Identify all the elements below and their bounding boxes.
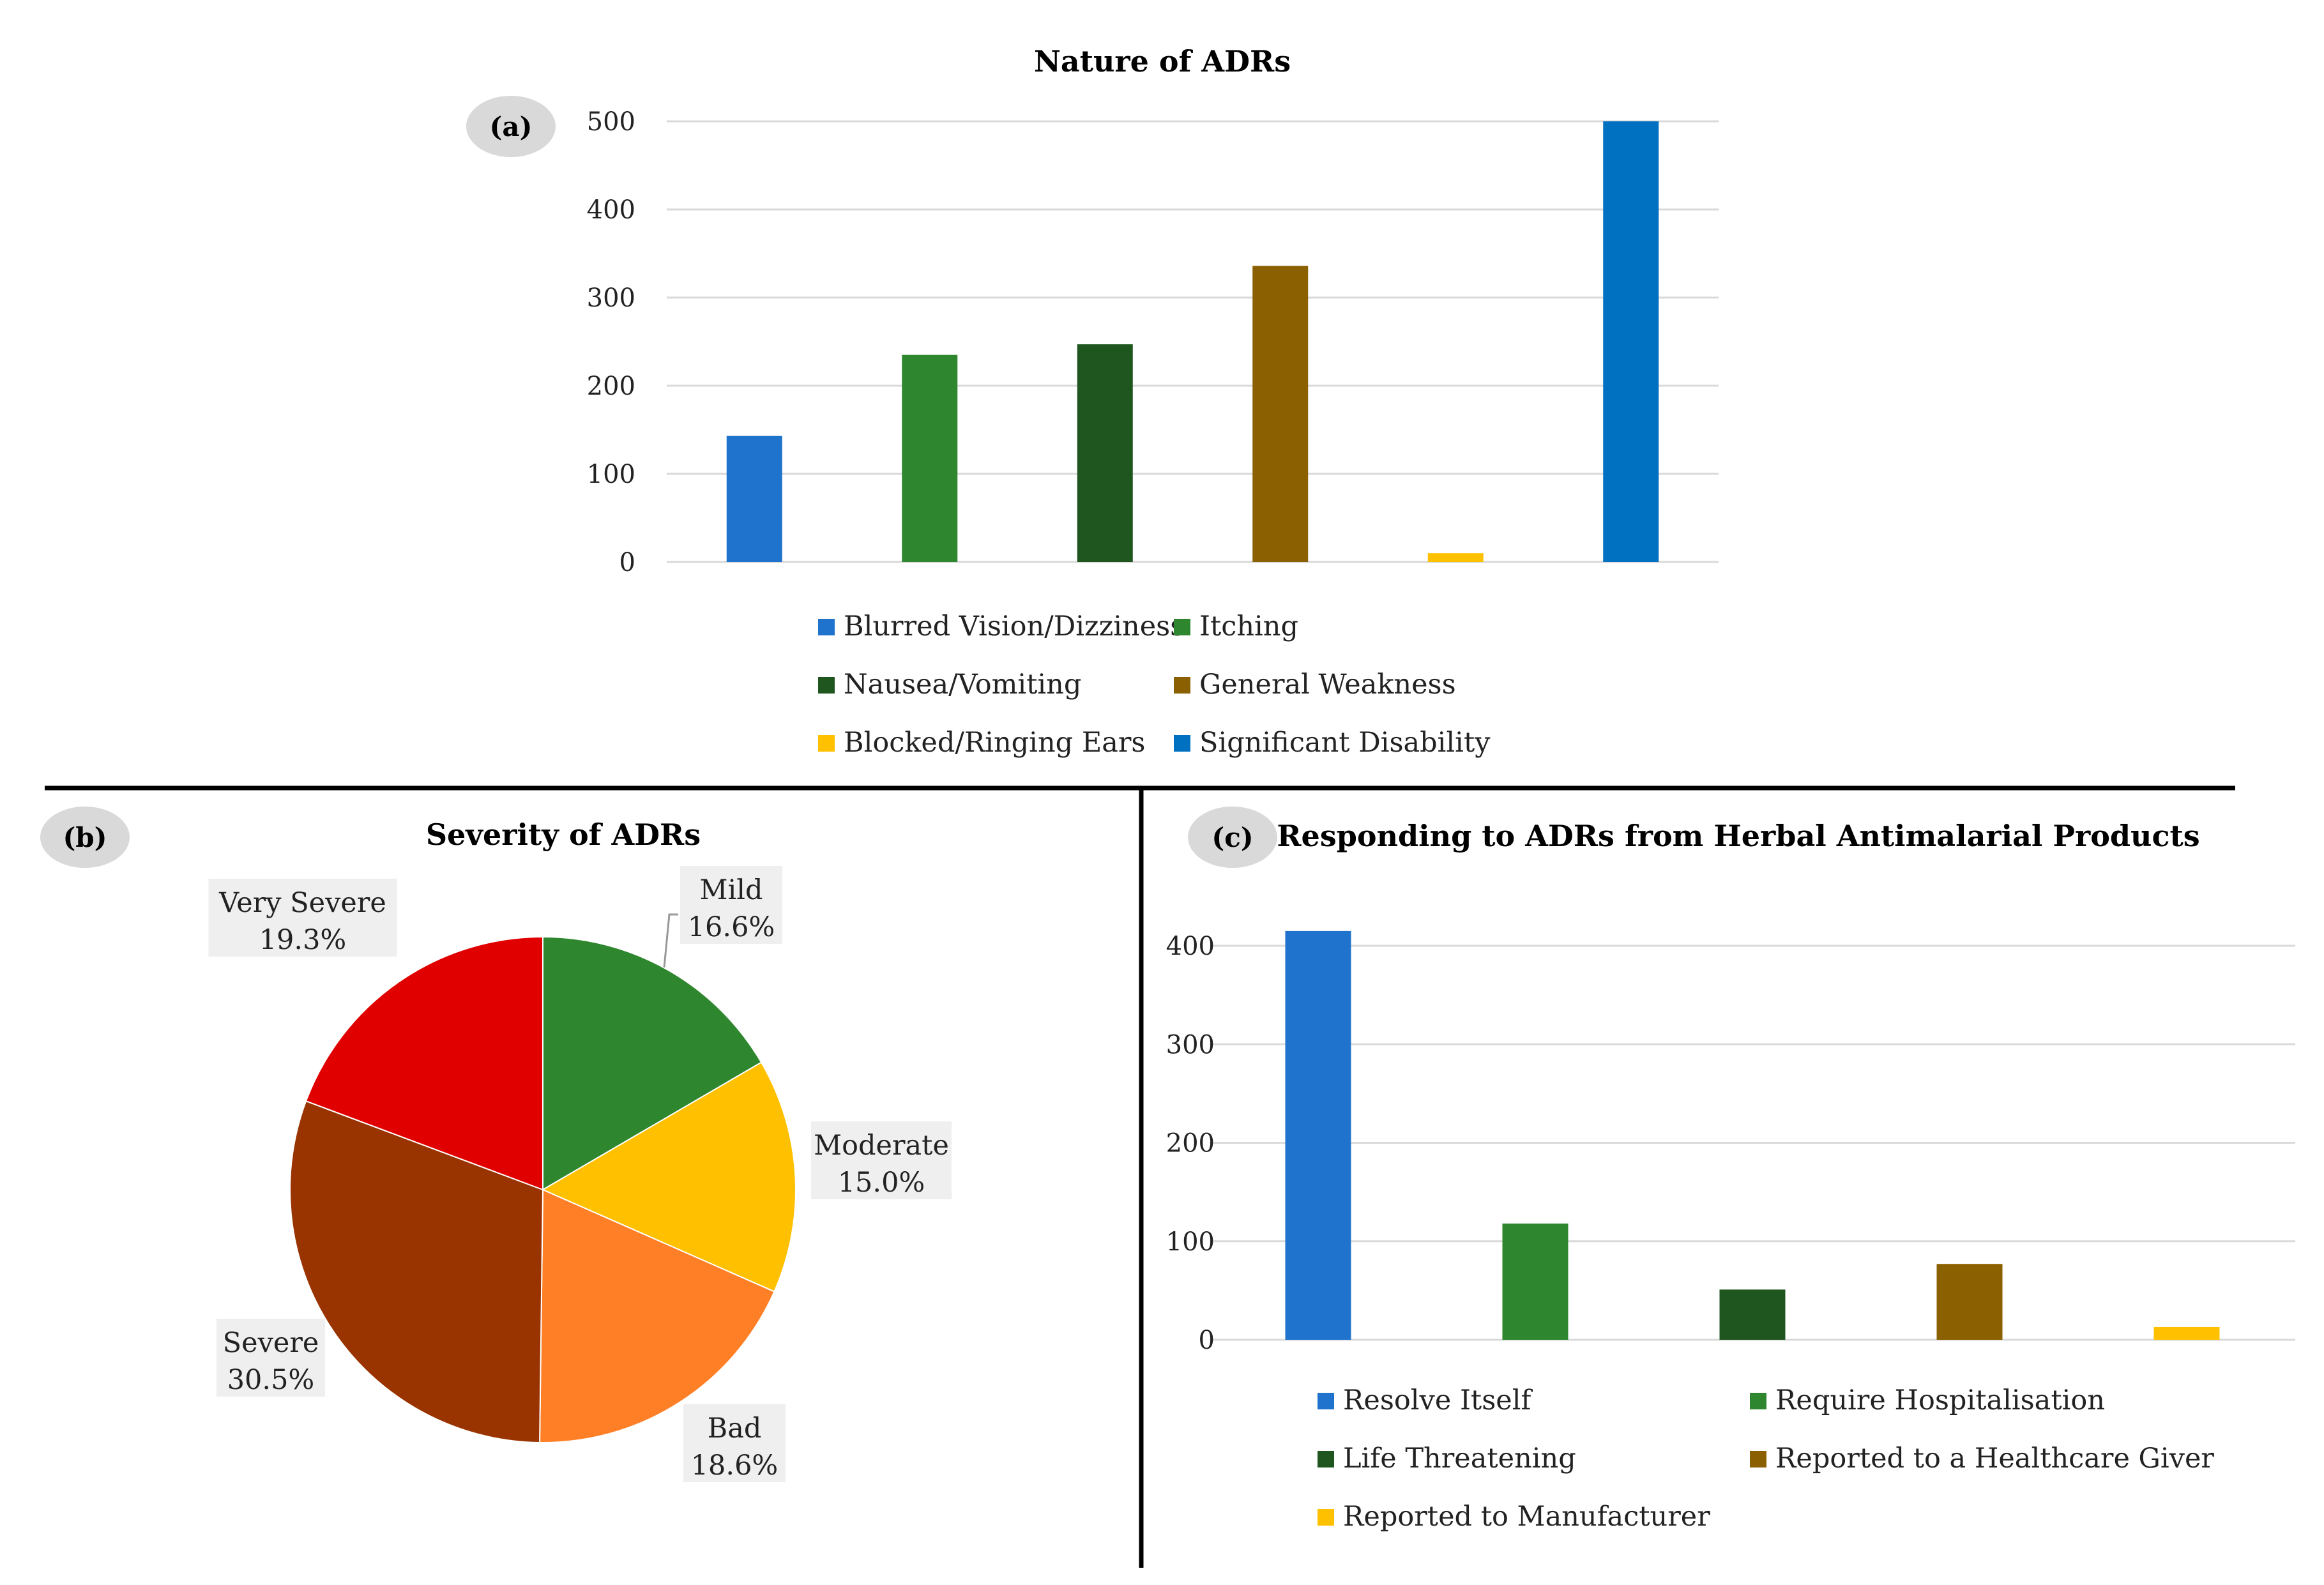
legend-label: Life Threatening <box>1343 1443 1576 1475</box>
chart-c-bars <box>1285 930 2220 1340</box>
data-label-category: Mild <box>699 874 763 906</box>
y-tick-label: 0 <box>1199 1326 1215 1355</box>
chart-a-y-ticks: 0 100 200 300 400 500 <box>587 107 635 577</box>
chart-a-gridlines <box>667 120 1719 563</box>
chart-b-title: Severity of ADRs <box>426 817 701 852</box>
legend-label: Resolve Itself <box>1343 1384 1533 1416</box>
y-tick-label: 300 <box>587 284 635 313</box>
chart-a-nature-of-adrs: (a) Nature of ADRs 0 100 200 300 400 500 Blur… <box>466 44 1719 759</box>
panel-a-label-bubble <box>466 96 556 157</box>
bar-reported-to-manufacturer <box>2153 1326 2220 1340</box>
legend-swatch <box>1750 1393 1766 1409</box>
chart-b-slices <box>289 936 796 1443</box>
chart-c-y-ticks: 0 100 200 300 400 <box>1166 932 1215 1355</box>
legend-label: Require Hospitalisation <box>1775 1384 2105 1416</box>
data-label-percent: 19.3% <box>259 924 347 956</box>
data-label-box <box>683 1404 786 1482</box>
y-tick-label: 300 <box>1166 1030 1215 1059</box>
legend-label: Nausea/Vomiting <box>844 669 1081 701</box>
y-tick-label: 100 <box>587 460 635 489</box>
chart-c-legend: Resolve Itself Require Hospitalisation Lif… <box>1318 1384 2214 1533</box>
y-tick-label: 400 <box>587 195 635 225</box>
legend-swatch <box>1750 1451 1766 1467</box>
panel-c-label-bubble <box>1188 807 1277 868</box>
data-label-box <box>216 1319 325 1397</box>
y-tick-label: 200 <box>587 372 635 401</box>
data-label-percent: 30.5% <box>227 1364 315 1396</box>
panel-b-label: (b) <box>63 822 107 853</box>
data-label-category: Moderate <box>814 1130 949 1162</box>
pie-slice-mild <box>542 936 763 1191</box>
legend-swatch <box>1318 1393 1334 1409</box>
y-tick-label: 0 <box>619 548 635 577</box>
bar-significant-disability <box>1603 121 1659 562</box>
panel-b-label-bubble <box>40 807 130 868</box>
legend-label: General Weakness <box>1199 669 1456 701</box>
chart-c-responding-to-adrs: (c) Responding to ADRs from Herbal Antim… <box>1166 807 2295 1533</box>
legend-swatch <box>1174 677 1190 694</box>
chart-a-title: Nature of ADRs <box>1034 44 1291 79</box>
chart-a-bars <box>726 121 1659 562</box>
y-tick-label: 400 <box>1166 932 1215 961</box>
data-label-percent: 15.0% <box>838 1167 925 1199</box>
pie-slice-severe <box>289 1100 544 1443</box>
bar-blurred-vision-dizziness <box>726 436 782 562</box>
pie-slice-bad <box>539 1188 775 1443</box>
y-tick-label: 200 <box>1166 1129 1215 1158</box>
bar-require-hospitalisation <box>1502 1223 1568 1340</box>
chart-b-severity-of-adrs: (b) Severity of ADRs Mild 16.6% Moderate 15… <box>40 807 952 1482</box>
legend-label: Blocked/Ringing Ears <box>844 727 1145 759</box>
bar-life-threatening <box>1719 1289 1786 1340</box>
legend-label: Itching <box>1199 610 1298 642</box>
data-label-category: Severe <box>223 1327 319 1359</box>
data-label-box <box>811 1121 952 1199</box>
data-label-category: Very Severe <box>218 887 386 919</box>
legend-swatch <box>818 619 835 635</box>
data-label-percent: 16.6% <box>688 911 775 943</box>
legend-swatch <box>1174 619 1190 635</box>
bar-itching <box>902 354 958 562</box>
panel-c-label: (c) <box>1211 822 1253 853</box>
legend-swatch <box>1174 735 1190 752</box>
y-tick-label: 100 <box>1166 1227 1215 1257</box>
chart-a-legend: Blurred Vision/Dizziness Itching Nausea/Vo… <box>818 610 1491 759</box>
bar-blocked-ringing-ears <box>1427 553 1484 562</box>
legend-swatch <box>818 735 835 752</box>
data-label-box <box>680 866 782 944</box>
data-label-percent: 18.6% <box>691 1450 778 1482</box>
legend-label: Reported to Manufacturer <box>1343 1501 1710 1533</box>
legend-swatch <box>818 677 835 694</box>
legend-label: Blurred Vision/Dizziness <box>844 610 1184 642</box>
chart-b-data-labels: Mild 16.6% Moderate 15.0% Bad 18.6% Severe 30.5… <box>208 866 952 1482</box>
legend-label: Significant Disability <box>1199 727 1491 759</box>
panel-a-label: (a) <box>490 111 533 142</box>
data-label-category: Bad <box>708 1413 762 1445</box>
data-label-box <box>208 879 397 957</box>
pie-slice-very-severe <box>305 936 543 1191</box>
y-tick-label: 500 <box>587 107 635 137</box>
bar-general-weakness <box>1252 266 1309 562</box>
pie-slice-moderate <box>541 1061 796 1293</box>
legend-swatch <box>1318 1509 1334 1526</box>
chart-c-gridlines <box>1210 944 2295 1341</box>
bar-resolve-itself <box>1285 930 1351 1340</box>
bar-nausea-vomiting <box>1077 344 1133 562</box>
legend-swatch <box>1318 1451 1334 1467</box>
chart-c-title: Responding to ADRs from Herbal Antimalar… <box>1277 819 2199 853</box>
legend-label: Reported to a Healthcare Giver <box>1775 1443 2214 1475</box>
leader-line <box>663 913 678 968</box>
bar-reported-to-a-healthcare-giver <box>1936 1264 2003 1340</box>
